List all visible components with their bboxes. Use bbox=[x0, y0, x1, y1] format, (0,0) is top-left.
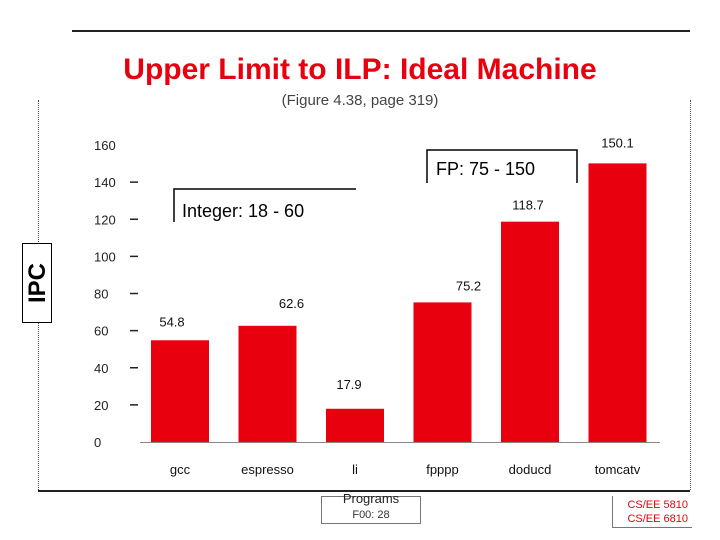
bar-espresso bbox=[238, 325, 297, 442]
bar-doducd bbox=[501, 221, 559, 442]
y-tick-label: 100 bbox=[94, 249, 116, 264]
x-tick-label: li bbox=[352, 462, 358, 477]
y-tick-label: 20 bbox=[94, 398, 108, 413]
course-label-1: CS/EE 5810 bbox=[627, 499, 688, 511]
data-label: 150.1 bbox=[601, 135, 634, 150]
data-label: 62.6 bbox=[279, 296, 304, 311]
course-label-2: CS/EE 6810 bbox=[627, 513, 688, 525]
x-tick-label: fpppp bbox=[426, 462, 459, 477]
x-tick-label: doducd bbox=[509, 462, 552, 477]
fp-range-label: FP: 75 - 150 bbox=[436, 159, 535, 179]
x-axis-label: Programs bbox=[342, 491, 400, 506]
slide-subtitle: (Figure 4.38, page 319) bbox=[281, 92, 439, 109]
data-label: 118.7 bbox=[512, 198, 544, 213]
y-tick-label: 40 bbox=[94, 361, 108, 376]
course-label: CS/EE 5810 CS/EE 6810 bbox=[612, 496, 692, 528]
bar-tomcatv bbox=[588, 163, 647, 442]
bar-li bbox=[326, 408, 384, 442]
right-border bbox=[690, 100, 691, 490]
integer-range-label: Integer: 18 - 60 bbox=[182, 201, 304, 221]
y-tick-label: 160 bbox=[94, 138, 116, 153]
y-tick-label: 0 bbox=[94, 435, 101, 450]
y-tick-label: 60 bbox=[94, 324, 108, 339]
slide-number: F00: 28 bbox=[321, 496, 421, 524]
slide-title: Upper Limit to ILP: Ideal Machine bbox=[123, 53, 597, 86]
bar-gcc bbox=[151, 340, 209, 442]
fp-box-border bbox=[426, 149, 578, 183]
data-label: 54.8 bbox=[159, 314, 184, 329]
data-label: 17.9 bbox=[336, 377, 361, 392]
y-axis-label: IPC bbox=[22, 243, 52, 323]
x-tick-label: espresso bbox=[241, 462, 294, 477]
bar-fpppp bbox=[413, 302, 472, 442]
bottom-rule bbox=[38, 490, 690, 492]
top-rule bbox=[72, 30, 690, 32]
fp-box-bg bbox=[427, 150, 577, 183]
integer-box-border bbox=[173, 188, 356, 222]
x-tick-label: gcc bbox=[170, 462, 191, 477]
x-tick-label: tomcatv bbox=[595, 462, 641, 477]
y-tick-label: 120 bbox=[94, 212, 116, 227]
integer-box-bg bbox=[174, 189, 356, 222]
data-label: 75.2 bbox=[456, 278, 481, 293]
y-tick-label: 80 bbox=[94, 287, 108, 302]
y-tick-label: 140 bbox=[94, 175, 116, 190]
